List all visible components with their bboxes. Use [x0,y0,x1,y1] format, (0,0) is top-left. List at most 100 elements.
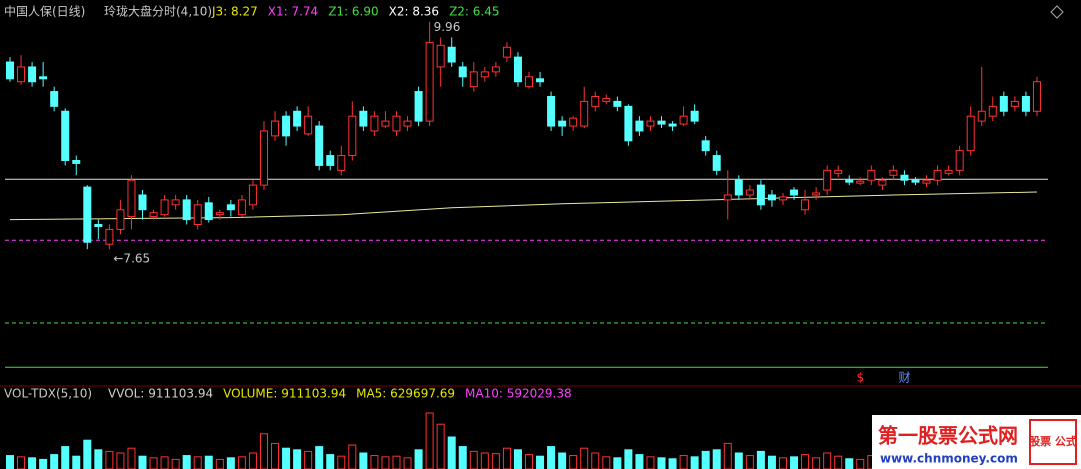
volume-bar [536,455,545,469]
candle-body [458,66,467,78]
volume-bar [458,446,467,469]
candle-body [646,120,655,127]
indicator-value: J3: 8.27 [211,5,258,19]
candle-body [83,186,92,243]
volume-bar [447,436,456,469]
volume-bar [790,456,799,469]
volume-bar [215,458,224,469]
volume-bar [469,450,478,469]
price-annotation: 9.96 [434,20,461,34]
candle-body [878,179,887,186]
candle-body [447,46,456,63]
volume-bar [138,455,147,469]
volume-bar [657,457,666,469]
candle-body [215,212,224,216]
candle-body [734,179,743,196]
volume-bar [624,449,633,469]
volume-bar [282,447,291,469]
candle-body [1032,81,1041,112]
volume-bar [348,444,357,469]
volume-bar [480,452,489,469]
candle-body [414,91,423,122]
volume-bar [105,450,114,469]
volume-bar [734,452,743,469]
candle-body [856,180,865,184]
candle-body [834,169,843,174]
candle-body [900,174,909,181]
volume-bar [823,452,832,469]
candle-body [226,204,235,211]
header: 中国人保(日线) 玲珑大盘分时(4,10) VOL-TDX(5,10) [4,4,212,401]
volume-bar [745,455,754,469]
candle-body [39,76,48,80]
candle-body [745,189,754,196]
volume-bar [547,446,556,469]
candle-body [723,194,732,201]
price-annotation: ←7.65 [113,252,150,266]
volume-bar [237,456,246,469]
candle-body [922,179,931,184]
menu-icon[interactable] [1050,5,1064,19]
candle-body [536,78,545,83]
chart-title: 中国人保(日线) [4,4,85,19]
indicator-value: Z1: 6.90 [328,5,378,19]
volume-indicator: VVOL: 911103.94 [108,387,213,401]
volume-bar [381,456,390,469]
candle-body [436,44,445,68]
candle-body [94,224,103,227]
volume-bar [668,458,677,469]
candle-body [999,95,1008,112]
candle-body [867,169,876,181]
candle-body [547,95,556,127]
candle-body [171,199,180,206]
volume-bar [801,454,810,469]
volume-bar [28,457,37,469]
candle-body [790,189,799,196]
candle-body [657,120,666,125]
candle-body [337,155,346,171]
candle-body [690,110,699,122]
volume-bar [602,456,611,469]
volume-bar [513,449,522,469]
volume-bar [304,450,313,469]
volume-bar [812,457,821,469]
candle-body [1021,95,1030,112]
candle-body [812,192,821,196]
volume-bar [94,449,103,469]
candle-body [801,199,810,211]
volume-indicator: MA10: 592029.38 [465,387,572,401]
event-marker: 财 [898,371,910,385]
candle-body [580,100,589,127]
volume-bar [171,458,180,469]
candle-body [624,105,633,142]
volume-bar [259,433,268,469]
volume-indicator: MA5: 629697.69 [356,387,455,401]
candle-body [28,66,37,83]
volume-bar [39,458,48,469]
volume-bar [271,442,280,469]
candle-body [50,91,59,107]
candle-body [182,199,191,221]
candle-body [381,120,390,127]
volume-bar [756,450,765,469]
candle-body [977,110,986,122]
trend-curve [9,191,1038,221]
volume-bar [392,455,401,469]
volume-indicator: VOLUME: 911103.94 [223,387,346,401]
volume-bar [72,455,81,469]
volume-title: VOL-TDX(5,10) [4,387,92,401]
candle-body [591,95,600,107]
volume-bar [50,454,59,469]
candle-body [425,41,434,122]
indicator-value: Z2: 6.45 [449,5,499,19]
candle-body [17,66,26,83]
candle-body [392,115,401,132]
candle-body [823,169,832,191]
volume-bar [337,455,346,469]
candle-body [944,169,953,174]
candle-body [668,123,677,127]
volume-bar [160,456,169,469]
volume-bar [149,457,158,469]
